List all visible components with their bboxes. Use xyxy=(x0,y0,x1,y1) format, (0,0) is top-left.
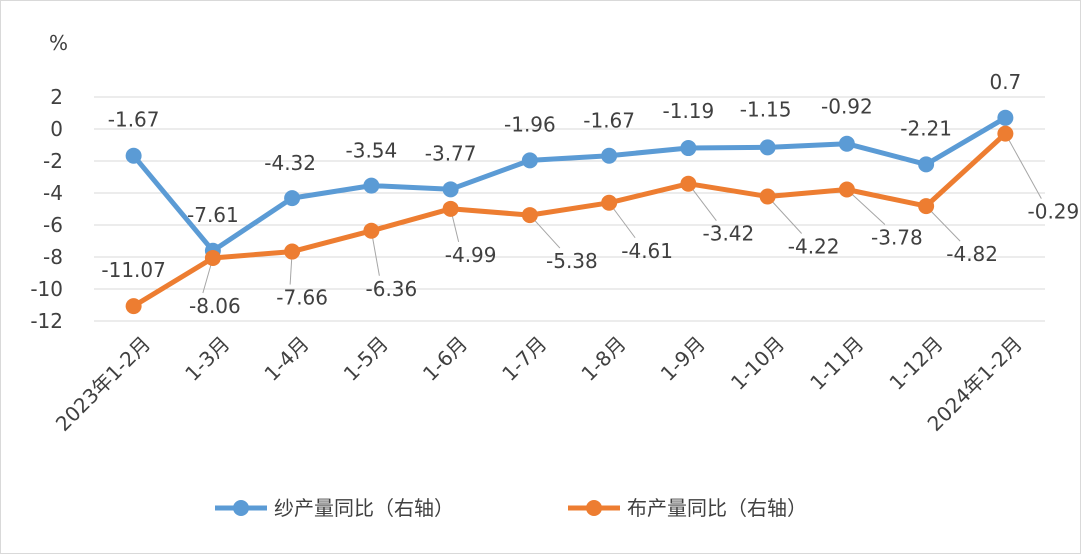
data-point-series-2 xyxy=(601,194,618,211)
data-point-series-1 xyxy=(997,109,1014,126)
data-label-leaders xyxy=(202,133,1042,294)
x-axis-ticks: 2023年1-2月 1-3月 1-4月 1-5月 1-6月 1-7月 1-8月 1-9月 1-1… xyxy=(51,332,1027,436)
data-point-series-2 xyxy=(363,222,380,239)
y-tick-label: -4 xyxy=(43,181,63,205)
data-label-series-1: 0.7 xyxy=(989,70,1021,94)
leader-line xyxy=(925,205,961,242)
legend-marker-series-1 xyxy=(233,500,249,516)
legend: 纱产量同比（右轴） 布产量同比（右轴） xyxy=(215,496,807,520)
data-label-series-1: -2.21 xyxy=(900,116,952,140)
data-point-series-1 xyxy=(601,147,618,164)
y-tick-label: 2 xyxy=(50,85,63,109)
data-point-series-2 xyxy=(997,125,1014,142)
data-label-series-2: -11.07 xyxy=(101,258,165,282)
y-tick-label: -10 xyxy=(30,277,63,301)
series-line-2 xyxy=(131,131,1008,309)
x-tick-label: 1-5月 xyxy=(339,332,393,386)
data-label-series-2: -0.29 xyxy=(1028,200,1080,224)
data-label-series-1: -1.19 xyxy=(663,99,715,123)
leader-line xyxy=(767,196,802,234)
data-label-series-2: -7.66 xyxy=(276,286,328,310)
data-label-series-1: -0.92 xyxy=(821,95,873,119)
data-point-series-2 xyxy=(918,198,935,215)
data-label-series-1: -1.67 xyxy=(583,109,635,133)
y-tick-label: -12 xyxy=(30,309,63,333)
data-label-series-2: -4.82 xyxy=(946,242,998,266)
x-tick-label: 1-6月 xyxy=(418,332,472,386)
data-label-series-2: -4.99 xyxy=(445,243,497,267)
x-tick-label: 1-11月 xyxy=(805,332,868,395)
x-tick-label: 1-8月 xyxy=(576,332,630,386)
data-point-series-2 xyxy=(521,207,538,224)
x-tick-label: 1-4月 xyxy=(259,332,313,386)
legend-item-series-1: 纱产量同比（右轴） xyxy=(215,496,454,520)
data-point-series-1 xyxy=(284,190,301,207)
data-label-series-2: -6.36 xyxy=(366,277,418,301)
data-point-series-1 xyxy=(125,147,142,164)
y-tick-label: -8 xyxy=(43,245,63,269)
data-label-series-1: -1.96 xyxy=(504,112,556,136)
data-label-series-2: -4.22 xyxy=(788,235,840,259)
data-point-series-1 xyxy=(680,140,697,157)
data-label-series-2: -4.61 xyxy=(621,239,673,263)
data-label-series-1: -7.61 xyxy=(187,203,239,227)
x-tick-label: 1-9月 xyxy=(656,332,710,386)
data-point-series-2 xyxy=(680,175,697,192)
data-label-series-2: -3.78 xyxy=(871,225,923,249)
x-tick-label: 1-12月 xyxy=(884,332,947,395)
data-point-series-2 xyxy=(284,243,301,260)
x-tick-label: 1-3月 xyxy=(180,332,234,386)
data-point-series-1 xyxy=(442,181,459,198)
legend-marker-series-2 xyxy=(586,500,602,516)
data-label-series-1: -3.54 xyxy=(346,139,398,163)
y-axis-unit-label: % xyxy=(49,31,68,55)
y-tick-label: 0 xyxy=(50,117,63,141)
data-point-series-1 xyxy=(759,139,776,156)
series-line-1 xyxy=(131,115,1008,254)
y-tick-label: -6 xyxy=(43,213,63,237)
x-tick-label: 1-10月 xyxy=(726,332,789,395)
leader-line xyxy=(846,189,886,225)
data-point-series-1 xyxy=(521,152,538,169)
data-label-series-1: -1.67 xyxy=(108,108,160,132)
data-point-series-2 xyxy=(204,249,221,266)
data-point-series-2 xyxy=(442,200,459,217)
legend-label-series-2: 布产量同比（右轴） xyxy=(627,496,807,520)
y-axis-ticks: 2 0 -2 -4 -6 -8 -10 -12 xyxy=(30,85,63,333)
leader-line xyxy=(1004,133,1042,199)
data-point-series-1 xyxy=(838,135,855,152)
data-point-series-1 xyxy=(918,156,935,173)
data-label-series-2: -3.42 xyxy=(703,222,755,246)
series-lines xyxy=(125,109,1014,315)
y-tick-label: -2 xyxy=(43,149,63,173)
legend-item-series-2: 布产量同比（右轴） xyxy=(568,496,807,520)
data-point-series-2 xyxy=(838,181,855,198)
data-labels: -1.67 -7.61 -4.32 -3.54 -3.77 -1.96 -1.67 -1.19… xyxy=(101,70,1079,318)
data-label-series-1: -3.77 xyxy=(425,141,477,165)
data-label-series-2: -5.38 xyxy=(546,249,598,273)
legend-label-series-1: 纱产量同比（右轴） xyxy=(274,496,454,520)
x-tick-label: 1-7月 xyxy=(497,332,551,386)
data-point-series-1 xyxy=(363,177,380,194)
data-label-series-2: -8.06 xyxy=(189,294,241,318)
data-point-series-2 xyxy=(759,188,776,205)
data-label-series-1: -4.32 xyxy=(264,151,316,175)
x-tick-label: 2023年1-2月 xyxy=(51,332,155,436)
data-label-series-1: -1.15 xyxy=(740,97,792,121)
data-point-series-2 xyxy=(125,298,142,315)
